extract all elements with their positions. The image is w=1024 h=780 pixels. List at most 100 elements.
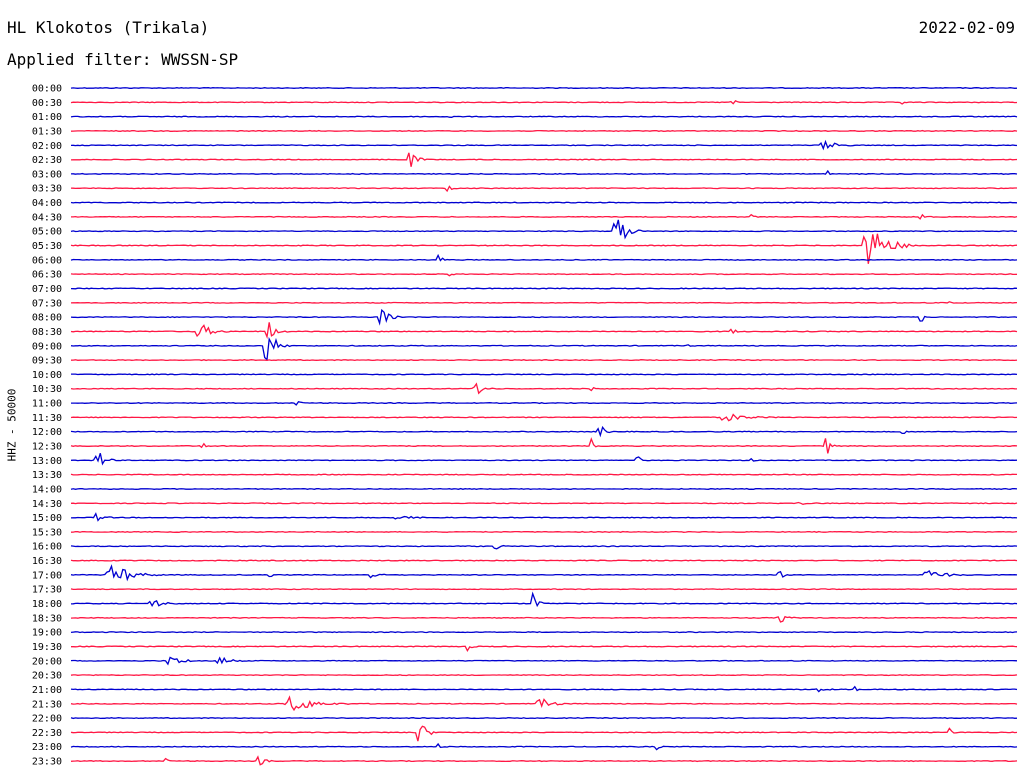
trace-line — [70, 473, 1017, 476]
trace-line — [70, 322, 1018, 340]
time-label: 15:00 — [32, 513, 62, 524]
trace-line — [70, 273, 1018, 277]
trace-line — [70, 631, 1018, 634]
time-label: 14:30 — [32, 499, 62, 510]
trace-line — [70, 742, 1018, 751]
trace-line — [70, 425, 1018, 438]
trace-line — [70, 501, 1018, 505]
time-label: 18:30 — [32, 613, 62, 624]
trace-line — [70, 674, 1018, 677]
time-label: 05:00 — [32, 227, 62, 238]
time-label: 20:00 — [32, 656, 62, 667]
time-label: 23:00 — [32, 742, 62, 753]
time-label: 06:30 — [32, 270, 62, 281]
time-label: 05:30 — [32, 241, 62, 252]
trace-line — [70, 382, 1018, 395]
time-label: 12:00 — [32, 427, 62, 438]
time-label: 15:30 — [32, 527, 62, 538]
time-label: 17:30 — [32, 585, 62, 596]
time-label: 17:00 — [32, 570, 62, 581]
trace-line — [70, 656, 1018, 666]
trace-line — [70, 152, 1018, 167]
time-label: 16:30 — [32, 556, 62, 567]
trace-line — [70, 115, 1018, 118]
time-label: 01:00 — [32, 112, 62, 123]
trace-line — [70, 185, 1017, 193]
trace-line — [70, 725, 1018, 742]
trace-line — [70, 615, 1017, 623]
trace-line — [70, 544, 1018, 550]
time-label: 23:30 — [32, 757, 62, 768]
time-label: 11:30 — [32, 413, 62, 424]
time-label: 07:00 — [32, 284, 62, 295]
time-label: 19:00 — [32, 628, 62, 639]
time-label: 18:00 — [32, 599, 62, 610]
trace-line — [71, 645, 1018, 653]
time-label: 00:00 — [32, 84, 62, 95]
time-label: 19:30 — [32, 642, 62, 653]
trace-line — [70, 717, 1018, 720]
trace-line — [70, 287, 1018, 290]
trace-line — [70, 453, 1018, 466]
time-label: 04:30 — [32, 212, 62, 223]
time-label: 02:30 — [32, 155, 62, 166]
date-label: 2022-02-09 — [918, 18, 1015, 37]
trace-line — [70, 685, 1018, 693]
time-label: 20:30 — [32, 671, 62, 682]
time-label: 09:00 — [32, 341, 62, 352]
time-label: 00:30 — [32, 98, 62, 109]
trace-line — [70, 301, 1018, 304]
time-label: 14:00 — [32, 484, 62, 495]
trace-line — [70, 336, 1018, 361]
trace-line — [71, 373, 1018, 376]
time-label: 21:00 — [32, 685, 62, 696]
time-label: 22:30 — [32, 728, 62, 739]
station-title: HL Klokotos (Trikala) — [7, 18, 210, 37]
time-label: 10:00 — [32, 370, 62, 381]
time-label: 13:00 — [32, 456, 62, 467]
time-label: 21:30 — [32, 699, 62, 710]
time-label: 02:00 — [32, 141, 62, 152]
trace-line — [71, 213, 1018, 220]
trace-line — [70, 201, 1018, 204]
time-label: 01:30 — [32, 126, 62, 137]
trace-line — [70, 169, 1018, 176]
trace-line — [70, 487, 1018, 490]
time-label: 08:00 — [32, 313, 62, 324]
trace-line — [70, 219, 1018, 240]
trace-line — [70, 559, 1018, 562]
time-label: 04:00 — [32, 198, 62, 209]
time-label: 07:30 — [32, 298, 62, 309]
time-label: 22:00 — [32, 714, 62, 725]
trace-line — [70, 87, 1018, 89]
trace-line — [70, 437, 1018, 454]
trace-line — [70, 530, 1018, 533]
trace-line — [70, 139, 1018, 151]
filter-label: Applied filter: WWSSN-SP — [7, 50, 239, 69]
trace-line — [70, 233, 1018, 264]
trace-line — [70, 588, 1018, 591]
trace-line — [70, 99, 1018, 105]
trace-line — [70, 695, 1018, 712]
time-label: 12:30 — [32, 442, 62, 453]
trace-line — [70, 359, 1018, 362]
trace-line — [70, 129, 1018, 132]
time-label: 03:30 — [32, 184, 62, 195]
time-label: 03:00 — [32, 169, 62, 180]
trace-line — [70, 253, 1018, 262]
time-label: 09:30 — [32, 356, 62, 367]
trace-line — [70, 591, 1018, 608]
time-label: 08:30 — [32, 327, 62, 338]
time-label: 06:00 — [32, 255, 62, 266]
time-label: 16:00 — [32, 542, 62, 553]
trace-line — [70, 512, 1018, 522]
trace-line — [71, 400, 1018, 406]
time-label: 13:30 — [32, 470, 62, 481]
trace-line — [70, 308, 1018, 326]
trace-line — [70, 564, 1018, 582]
time-label: 11:00 — [32, 399, 62, 410]
time-label: 10:30 — [32, 384, 62, 395]
trace-line — [70, 755, 1018, 766]
trace-line — [70, 413, 1018, 422]
